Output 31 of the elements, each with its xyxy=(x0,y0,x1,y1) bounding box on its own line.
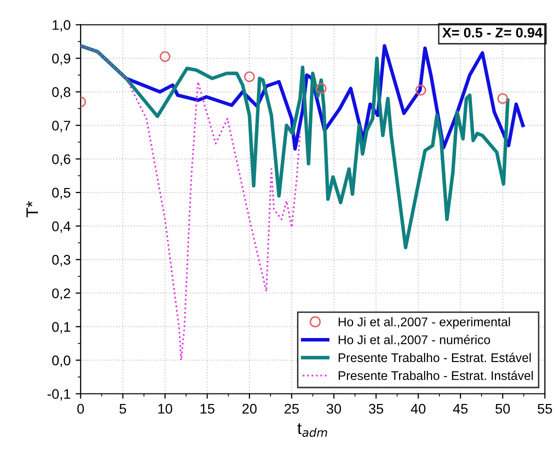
y-tick-label: 0,0 xyxy=(52,356,70,368)
x-tick-label: 25 xyxy=(284,404,299,414)
x-axis-title: t$_{adm}$ xyxy=(297,423,328,437)
x-tick-label: 40 xyxy=(410,404,426,414)
annotation: X= 0.5 - Z= 0.94 xyxy=(442,28,542,38)
y-tick-label: 0,7 xyxy=(52,120,70,132)
x-tick-label: 15 xyxy=(200,404,214,414)
x-tick-label: 45 xyxy=(453,404,468,414)
y-tick-label: 0,1 xyxy=(52,322,70,334)
legend-label: Ho Ji et al.,2007 - numérico xyxy=(338,334,490,346)
y-tick-label: 0,2 xyxy=(52,288,70,300)
x-tick-label: 0 xyxy=(77,404,84,414)
y-tick-label: 0,3 xyxy=(52,254,70,266)
x-tick-label: 50 xyxy=(496,404,510,414)
y-tick-label: 1,0 xyxy=(52,20,70,32)
y-tick-label: -0,1 xyxy=(48,389,70,401)
y-tick-label: 0,8 xyxy=(52,87,70,99)
y-tick-label: 0,9 xyxy=(52,54,70,66)
y-axis-title: T* xyxy=(26,201,38,218)
y-tick-label: 0,5 xyxy=(52,188,70,200)
x-tick-label: 20 xyxy=(242,404,257,414)
x-tick-label: 55 xyxy=(538,404,552,414)
y-tick-label: 0,6 xyxy=(52,154,70,166)
legend-label: Presente Trabalho - Estrat. Estável xyxy=(338,352,531,362)
x-tick-label: 35 xyxy=(368,404,384,414)
legend-label: Ho Ji et al.,2007 - experimental xyxy=(338,317,510,329)
x-tick-label: 30 xyxy=(326,404,342,414)
x-tick-label: 10 xyxy=(158,404,172,414)
y-tick-label: 0,4 xyxy=(52,221,70,233)
legend-label: Presente Trabalho - Estrat. Instável xyxy=(338,370,533,380)
x-tick-label: 5 xyxy=(120,404,126,414)
